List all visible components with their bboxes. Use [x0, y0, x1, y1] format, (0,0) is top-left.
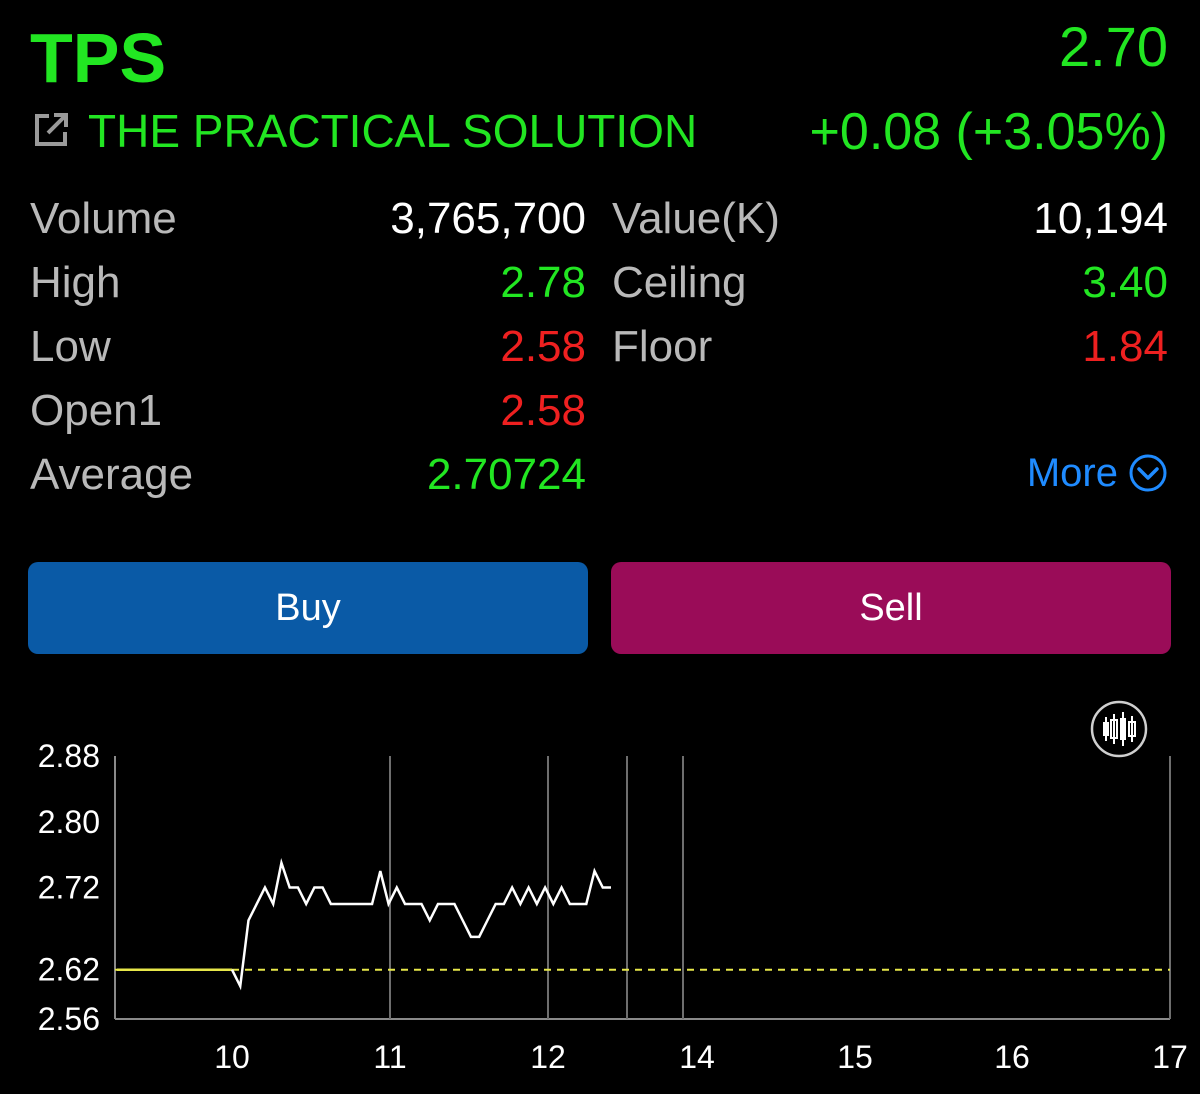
ceiling-label: Ceiling	[612, 258, 747, 307]
price-series-line	[230, 857, 611, 991]
high-value: 2.78	[500, 258, 586, 307]
y-tick-label: 2.80	[38, 804, 100, 840]
x-tick-label: 14	[679, 1039, 715, 1075]
price-change: +0.08 (+3.05%)	[809, 103, 1168, 161]
average-label: Average	[30, 450, 194, 499]
low-label: Low	[30, 322, 111, 371]
floor-label: Floor	[612, 322, 713, 371]
x-tick-label: 16	[994, 1039, 1030, 1075]
chart-grid	[114, 756, 1171, 1020]
sell-button[interactable]: Sell	[611, 562, 1171, 654]
floor-value: 1.84	[1082, 322, 1168, 371]
volume-label: Volume	[30, 194, 177, 243]
x-tick-label: 12	[530, 1039, 566, 1075]
high-label: High	[30, 258, 121, 307]
stock-symbol: TPS	[30, 19, 167, 97]
ceiling-value: 3.40	[1082, 258, 1168, 307]
buy-button[interactable]: Buy	[28, 562, 588, 654]
open1-value: 2.58	[500, 386, 586, 435]
x-tick-label: 15	[837, 1039, 873, 1075]
more-button[interactable]: More	[1027, 446, 1168, 500]
chevron-down-circle-icon	[1129, 454, 1167, 492]
candlestick-chart-icon[interactable]	[1090, 700, 1148, 758]
y-tick-label: 2.56	[38, 1001, 100, 1037]
y-tick-label: 2.62	[38, 952, 100, 988]
external-link-icon[interactable]	[32, 111, 70, 149]
volume-value: 3,765,700	[390, 194, 586, 243]
y-tick-label: 2.72	[38, 870, 100, 906]
x-tick-label: 10	[214, 1039, 250, 1075]
x-tick-label: 17	[1152, 1039, 1188, 1075]
intraday-price-chart[interactable]: 2.88 2.80 2.72 2.62 2.56 10 11 12 14 15 16 17	[0, 740, 1200, 1094]
value-k-value: 10,194	[1033, 194, 1168, 243]
x-tick-label: 11	[373, 1039, 406, 1075]
low-value: 2.58	[500, 322, 586, 371]
open1-label: Open1	[30, 386, 163, 435]
more-label: More	[1026, 451, 1118, 495]
y-tick-label: 2.88	[38, 740, 100, 774]
average-value: 2.70724	[426, 450, 586, 499]
company-name[interactable]: THE PRACTICAL SOLUTION	[88, 105, 698, 157]
value-k-label: Value(K)	[612, 194, 780, 243]
last-price: 2.70	[1059, 15, 1168, 78]
